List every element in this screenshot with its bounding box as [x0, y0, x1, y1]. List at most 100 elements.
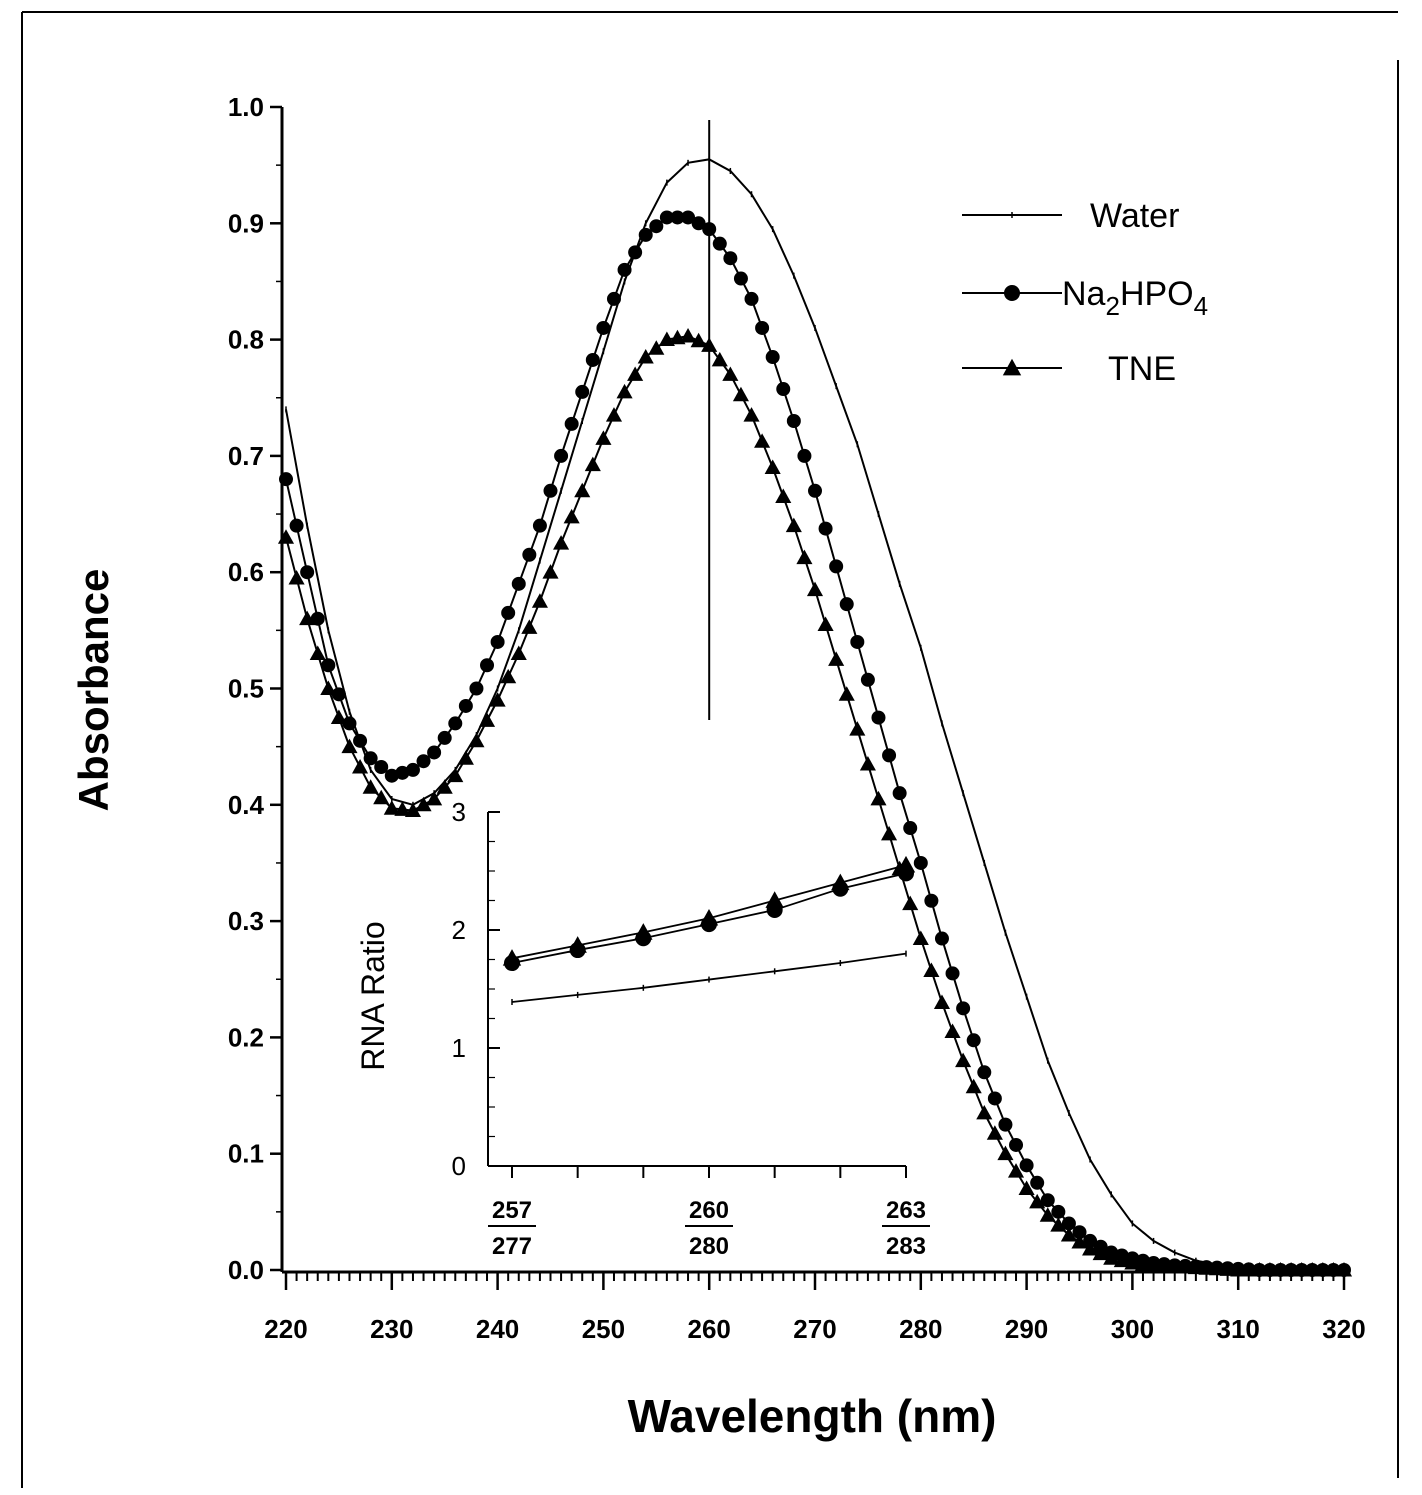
main-y-tick-label: 0.4: [228, 790, 265, 820]
data-point: [353, 733, 368, 748]
data-point: [786, 414, 801, 429]
data-point: [574, 482, 591, 498]
legend: Water Na2HPO4 TNE: [962, 197, 1208, 388]
main-y-tick-label: 0.6: [228, 557, 264, 587]
data-point: [723, 251, 738, 266]
main-y-axis-label: Absorbance: [70, 569, 117, 812]
data-point: [638, 227, 653, 242]
main-x-tick-label: 280: [899, 1314, 942, 1344]
data-point: [279, 472, 293, 487]
data-point: [871, 710, 886, 725]
data-point: [1039, 1207, 1056, 1222]
inset-data-point: [896, 855, 916, 873]
inset-y-axis-label: RNA Ratio: [355, 921, 391, 1070]
data-point: [765, 350, 780, 365]
data-point: [849, 721, 866, 736]
data-point: [521, 619, 538, 634]
data-point: [892, 786, 907, 801]
data-point: [754, 433, 771, 448]
data-point: [881, 825, 898, 841]
main-x-tick-label: 240: [476, 1314, 519, 1344]
data-point: [1009, 1137, 1024, 1152]
data-point: [595, 430, 612, 445]
data-point: [309, 645, 326, 661]
data-point: [554, 448, 569, 463]
data-point: [1134, 1256, 1152, 1271]
data-point: [817, 616, 834, 631]
data-point: [924, 893, 939, 908]
data-point: [681, 210, 696, 225]
data-point: [912, 930, 929, 945]
legend-entry: TNE: [962, 350, 1176, 388]
data-point: [457, 750, 474, 765]
data-point: [956, 1001, 971, 1016]
data-point: [384, 768, 399, 783]
data-point: [987, 1091, 1002, 1106]
inset-data-point: [831, 873, 850, 891]
inset-x-tick-label-bottom: 280: [689, 1233, 729, 1260]
data-point: [702, 222, 717, 237]
main-y-tick-label: 0.1: [228, 1139, 264, 1169]
data-point: [1283, 1261, 1300, 1277]
data-point: [320, 680, 337, 695]
data-point: [679, 328, 697, 343]
data-point: [489, 692, 506, 707]
data-point: [998, 1117, 1013, 1132]
data-point: [1040, 1193, 1055, 1208]
series-tne: [277, 328, 1353, 1277]
data-point: [437, 730, 452, 745]
data-point: [649, 219, 664, 234]
data-point: [691, 216, 706, 231]
main-y-tick-label: 0.2: [228, 1022, 264, 1052]
data-point: [628, 245, 643, 260]
data-point: [605, 407, 623, 422]
inset-data-point: [502, 949, 522, 966]
inset-data-point: [568, 936, 587, 953]
main-x-tick-label: 310: [1217, 1314, 1260, 1344]
data-point: [469, 681, 484, 696]
data-point: [310, 611, 325, 626]
main-x-tick-label: 270: [793, 1314, 836, 1344]
data-point: [850, 634, 865, 649]
data-point: [458, 698, 473, 713]
data-point: [711, 351, 728, 367]
data-point: [743, 407, 760, 422]
data-point: [839, 597, 854, 612]
data-point: [828, 651, 845, 666]
data-point: [712, 236, 727, 251]
data-point: [1051, 1204, 1066, 1219]
data-point: [436, 779, 453, 794]
data-point: [426, 790, 443, 806]
data-point: [1029, 1193, 1046, 1209]
data-point: [542, 564, 559, 579]
data-point: [775, 488, 792, 504]
data-point: [331, 687, 346, 702]
data-point: [882, 748, 897, 763]
data-point: [510, 645, 527, 661]
data-point: [1030, 1175, 1045, 1190]
inset-x-tick-label-bottom: 283: [886, 1233, 926, 1260]
data-point: [1113, 1252, 1130, 1268]
data-point: [478, 712, 496, 727]
data-point: [637, 348, 654, 364]
data-point: [448, 716, 463, 731]
data-point: [1219, 1261, 1236, 1276]
data-point: [1156, 1257, 1173, 1273]
data-point: [818, 521, 833, 536]
data-point: [1187, 1259, 1204, 1275]
data-point: [627, 366, 644, 381]
data-point: [531, 593, 548, 608]
data-point: [997, 1145, 1014, 1161]
legend-label: Na2HPO4: [1062, 275, 1208, 321]
data-point: [1272, 1261, 1289, 1277]
data-point: [838, 686, 855, 701]
data-point: [563, 508, 580, 524]
main-x-tick-label: 250: [582, 1314, 625, 1344]
data-point: [500, 668, 517, 684]
data-point: [797, 448, 812, 463]
data-point: [1082, 1241, 1099, 1256]
data-point: [532, 518, 547, 533]
data-point: [755, 320, 770, 335]
data-point: [522, 547, 537, 562]
data-point: [1083, 1233, 1098, 1248]
